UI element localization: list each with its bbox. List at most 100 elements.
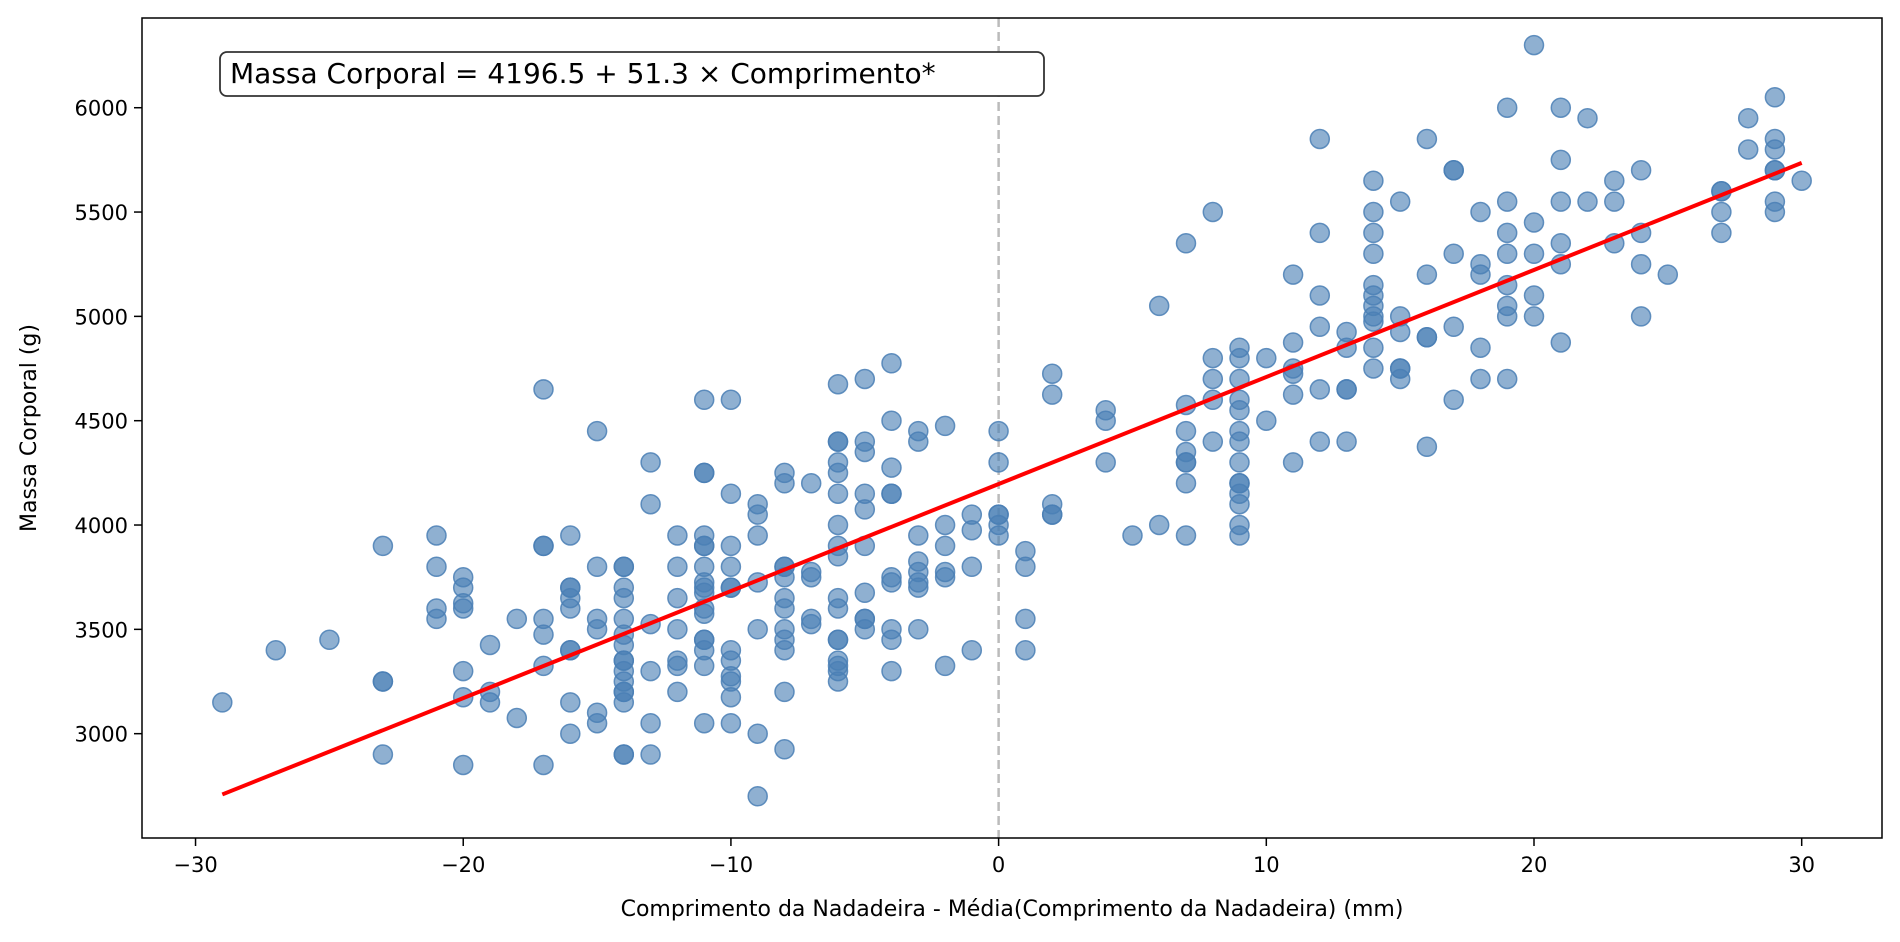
data-point (640, 744, 661, 765)
data-point (1496, 222, 1518, 244)
data-point (881, 572, 902, 593)
data-point (212, 692, 233, 713)
data-point (854, 441, 876, 463)
data-point (1041, 384, 1063, 405)
y-tick-label: 3000 (75, 723, 128, 747)
data-point (1577, 107, 1598, 129)
data-point (613, 587, 635, 609)
y-tick-label: 5500 (75, 201, 128, 225)
data-point (1470, 201, 1491, 223)
data-point (961, 519, 983, 541)
y-axis-label: Massa Corporal (g) (17, 324, 42, 532)
data-point (774, 639, 795, 661)
data-point (1443, 160, 1464, 181)
data-point (560, 598, 581, 619)
data-point (854, 619, 876, 640)
data-point (1496, 368, 1518, 390)
data-point (265, 639, 287, 661)
data-point (827, 483, 849, 504)
data-point (506, 707, 528, 729)
data-point (1363, 201, 1384, 223)
data-point (1604, 191, 1625, 212)
data-point (667, 681, 688, 703)
data-point (1309, 128, 1331, 150)
data-point (881, 457, 902, 478)
data-point (1148, 514, 1170, 536)
data-point (1496, 191, 1518, 212)
data-point (720, 535, 742, 557)
plot-frame (141, 17, 1883, 839)
data-point (1202, 431, 1224, 452)
x-tick-label: 20 (1521, 853, 1548, 877)
data-point (1229, 452, 1250, 473)
data-point (934, 535, 956, 557)
data-point (426, 608, 447, 630)
y-tick-label: 5000 (75, 305, 128, 329)
data-point (720, 686, 742, 708)
x-tick-label: 10 (1253, 853, 1280, 877)
data-point (747, 504, 768, 525)
data-point (1229, 400, 1250, 421)
data-point (800, 613, 822, 635)
data-point (854, 499, 876, 520)
data-point (1764, 87, 1786, 108)
data-point (988, 525, 1009, 546)
data-point (1443, 243, 1464, 265)
data-point (881, 629, 902, 651)
data-point (774, 681, 795, 703)
data-point (667, 587, 688, 609)
data-point (1764, 139, 1786, 160)
data-point (988, 452, 1009, 473)
data-point (667, 655, 688, 677)
data-point (426, 525, 447, 546)
data-point (693, 462, 715, 484)
data-point (1443, 389, 1464, 411)
data-point (1711, 201, 1732, 223)
data-point (667, 556, 688, 578)
data-point (1282, 384, 1304, 405)
y-tick-label: 4500 (75, 410, 128, 434)
data-point (1202, 347, 1224, 369)
data-point (613, 744, 635, 765)
data-point (1282, 452, 1304, 473)
data-point (881, 483, 902, 504)
data-point (693, 535, 715, 557)
data-point (1737, 107, 1759, 129)
data-point (1416, 128, 1438, 150)
data-point (1229, 431, 1250, 452)
data-point (1496, 97, 1518, 118)
data-point (1470, 264, 1491, 285)
data-point (372, 671, 394, 692)
data-point (800, 566, 822, 588)
data-point (1282, 332, 1304, 353)
data-point (1416, 326, 1438, 348)
data-point (827, 598, 849, 619)
data-point (1523, 285, 1545, 306)
data-point (1416, 436, 1438, 458)
data-point (693, 655, 715, 677)
data-point (1711, 222, 1732, 244)
data-point (1309, 379, 1331, 400)
data-point (1630, 160, 1652, 181)
x-tick-label: −30 (173, 853, 217, 877)
data-point (720, 712, 742, 734)
data-point (613, 692, 635, 713)
data-point (827, 671, 849, 692)
data-point (479, 692, 501, 713)
data-point (693, 603, 715, 624)
data-point (774, 598, 795, 619)
data-point (1791, 170, 1812, 191)
data-point (1015, 639, 1036, 661)
data-point (1363, 243, 1384, 265)
data-point (452, 660, 474, 682)
data-point (854, 368, 876, 390)
data-point (1550, 149, 1572, 171)
data-point (1577, 191, 1598, 212)
data-point (372, 744, 394, 765)
data-point (1122, 525, 1143, 546)
data-point (1630, 253, 1652, 275)
data-point (934, 415, 956, 437)
data-point (1336, 379, 1357, 400)
data-point (1604, 170, 1625, 191)
x-tick-label: −20 (441, 853, 485, 877)
